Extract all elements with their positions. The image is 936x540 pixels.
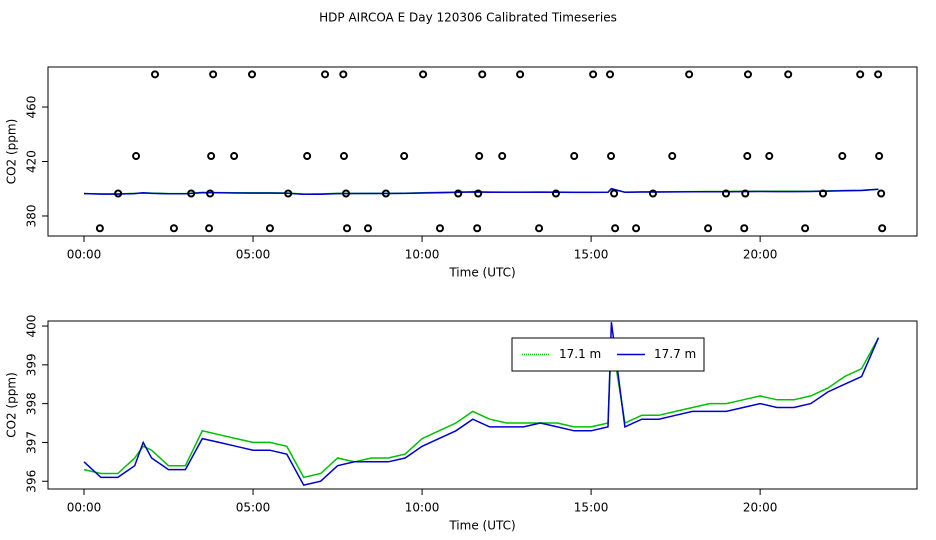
calibration-point <box>419 70 428 79</box>
calibration-point <box>516 70 525 79</box>
y-tick-label: 398 <box>25 392 39 415</box>
x-tick-label: 05:00 <box>236 248 271 262</box>
calibration-point <box>343 224 352 233</box>
calibration-point <box>589 70 598 79</box>
calibration-point <box>874 70 883 79</box>
x-tick-label: 00:00 <box>67 501 102 515</box>
x-tick-label: 10:00 <box>405 501 440 515</box>
calibration-point <box>95 224 104 233</box>
y-tick-label: 399 <box>25 353 39 376</box>
calibration-point <box>207 152 216 161</box>
x-tick-label: 05:00 <box>236 501 271 515</box>
calibration-point <box>205 224 214 233</box>
y-tick-label: 460 <box>25 96 39 119</box>
calibration-point <box>400 152 409 161</box>
calibration-point <box>475 152 484 161</box>
y-tick-label: 380 <box>25 205 39 228</box>
y-tick-label: 420 <box>25 150 39 173</box>
calibration-point <box>610 189 619 198</box>
calibration-point <box>339 70 348 79</box>
calibration-point <box>381 189 390 198</box>
calibration-point <box>454 189 463 198</box>
calibration-point <box>169 224 178 233</box>
calibration-point <box>765 152 774 161</box>
calibration-point <box>632 224 641 233</box>
x-tick-label: 15:00 <box>574 501 609 515</box>
calibration-point <box>607 152 616 161</box>
calibration-point <box>570 152 579 161</box>
x-tick-label: 10:00 <box>405 248 440 262</box>
calibration-point <box>668 152 677 161</box>
calibration-point <box>474 189 483 198</box>
y-axis-label: CO2 (ppm) <box>5 119 19 185</box>
y-tick-label: 400 <box>25 315 39 338</box>
calibration-point <box>284 189 293 198</box>
legend-label: 17.7 m <box>654 347 696 361</box>
calibration-point <box>535 224 544 233</box>
calibration-point <box>435 224 444 233</box>
y-tick-label: 396 <box>25 470 39 493</box>
x-tick-label: 20:00 <box>743 501 778 515</box>
calibration-point <box>740 224 749 233</box>
calibration-point <box>248 70 257 79</box>
data-line <box>83 322 880 486</box>
calibration-point <box>209 70 218 79</box>
x-axis-label: Time (UTC) <box>448 519 515 533</box>
calibration-point <box>704 224 713 233</box>
calibration-point <box>363 224 372 233</box>
data-line <box>83 337 880 479</box>
plot-frame <box>47 66 918 237</box>
chart-title: HDP AIRCOA E Day 120306 Calibrated Times… <box>319 11 617 25</box>
calibration-point <box>339 152 348 161</box>
calibration-point <box>478 70 487 79</box>
calibration-point <box>265 224 274 233</box>
calibration-point <box>230 152 239 161</box>
calibration-point <box>856 70 865 79</box>
x-tick-label: 15:00 <box>574 248 609 262</box>
calibration-point <box>741 189 750 198</box>
calibration-point <box>875 152 884 161</box>
calibration-point <box>321 70 330 79</box>
legend-label: 17.1 m <box>559 347 601 361</box>
calibration-point <box>611 224 620 233</box>
calibration-point <box>150 70 159 79</box>
x-tick-label: 00:00 <box>67 248 102 262</box>
calibration-point <box>838 152 847 161</box>
calibration-point <box>114 189 123 198</box>
calibration-point <box>551 189 560 198</box>
calibration-point <box>473 224 482 233</box>
calibration-point <box>606 70 615 79</box>
calibration-point <box>819 189 828 198</box>
calibration-point <box>801 224 810 233</box>
calibration-point <box>878 224 887 233</box>
calibration-point <box>877 189 886 198</box>
calibration-point <box>685 70 694 79</box>
calibration-point <box>187 189 196 198</box>
calibration-point <box>784 70 793 79</box>
plot-frame <box>47 320 918 490</box>
calibration-point <box>743 70 752 79</box>
calibration-point <box>721 189 730 198</box>
calibration-point <box>342 189 351 198</box>
calibration-point <box>743 152 752 161</box>
x-tick-label: 20:00 <box>743 248 778 262</box>
calibration-point <box>648 189 657 198</box>
calibration-point <box>303 152 312 161</box>
y-tick-label: 397 <box>25 431 39 454</box>
y-axis-label: CO2 (ppm) <box>5 372 19 438</box>
x-axis-label: Time (UTC) <box>448 266 515 280</box>
calibration-point <box>498 152 507 161</box>
calibration-point <box>206 189 215 198</box>
calibration-point <box>132 152 141 161</box>
